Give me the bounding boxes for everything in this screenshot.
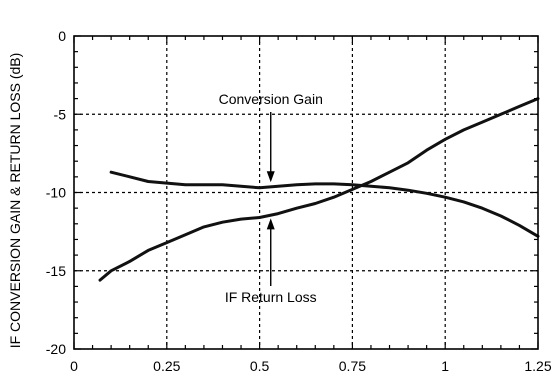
x-tick-label-2: 0.5 xyxy=(250,358,270,374)
x-tick-label-0: 0 xyxy=(70,358,78,374)
y-tick-label-4: -20 xyxy=(46,341,66,357)
y-axis-label: IF CONVERSION GAIN & RETURN LOSS (dB) xyxy=(7,53,23,349)
x-tick-label-4: 1 xyxy=(441,358,449,374)
annotation-conversion-gain: Conversion Gain xyxy=(219,91,323,107)
arrowhead-conversion-gain xyxy=(266,171,275,183)
grid-lines xyxy=(74,36,538,349)
series-layer xyxy=(98,97,540,282)
annotation-if-return-loss: IF Return Loss xyxy=(225,289,317,305)
tick-marks xyxy=(73,35,539,350)
arrowhead-if-return-loss xyxy=(266,218,275,230)
x-tick-label-5: 1.25 xyxy=(524,358,551,374)
series-line-1 xyxy=(98,97,540,282)
annotations: Conversion Gain IF Return Loss xyxy=(219,91,323,305)
y-tick-label-0: 0 xyxy=(58,28,66,44)
y-tick-label-2: -10 xyxy=(46,185,66,201)
x-tick-labels: 0 0.25 0.5 0.75 1 1.25 xyxy=(70,358,552,374)
series-line-0 xyxy=(109,170,540,238)
x-tick-label-3: 0.75 xyxy=(339,358,366,374)
y-tick-labels: 0 -5 -10 -15 -20 xyxy=(46,28,66,357)
y-tick-label-1: -5 xyxy=(54,106,67,122)
x-tick-label-1: 0.25 xyxy=(153,358,180,374)
y-tick-label-3: -15 xyxy=(46,263,66,279)
